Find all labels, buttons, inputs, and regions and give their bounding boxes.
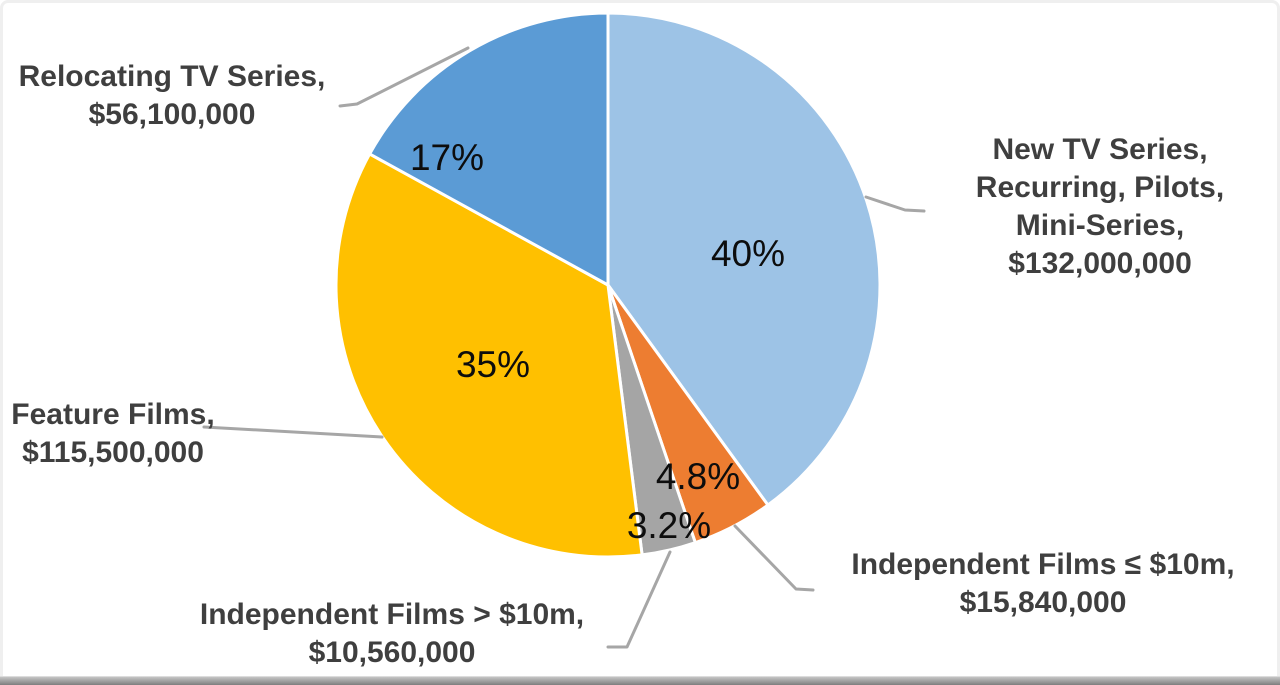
callout-independent-films-le-10m: Independent Films ≤ $10m, $15,840,000 — [851, 546, 1234, 622]
callout-line: Independent Films > $10m, — [199, 598, 585, 631]
leader-line-independent-films-le-10m — [733, 524, 815, 592]
callout-line: Mini-Series, — [1015, 209, 1185, 242]
percent-label-feature-films: 35% — [456, 344, 530, 385]
callout-line: Feature Films, — [11, 398, 215, 431]
leader-line-relocating-tv-series — [338, 46, 470, 108]
callout-line: Independent Films ≤ $10m, — [851, 548, 1235, 581]
callout-independent-films-gt-10m: Independent Films > $10m, $10,560,000 — [200, 596, 584, 672]
leader-line-feature-films — [202, 425, 384, 439]
callout-line: $56,100,000 — [88, 98, 256, 131]
callout-line: $115,500,000 — [22, 436, 204, 469]
callout-line: New TV Series, — [992, 133, 1208, 166]
callout-feature-films: Feature Films, $115,500,000 — [11, 396, 214, 472]
leader-line-independent-films-gt-10m — [606, 550, 672, 649]
pie-slice-new-tv-series-recurring-pilots-mini-series — [606, 11, 882, 507]
callout-line: Recurring, Pilots, — [975, 171, 1225, 204]
callout-line: $15,840,000 — [959, 586, 1127, 619]
pie-slice-relocating-tv-series — [368, 11, 610, 287]
callout-new-tv-series: New TV Series, Recurring, Pilots, Mini-S… — [976, 131, 1224, 283]
callout-line: $132,000,000 — [1008, 247, 1192, 280]
callout-relocating-tv-series: Relocating TV Series, $56,100,000 — [19, 58, 326, 134]
leader-line-new-tv-series — [864, 195, 926, 213]
percent-label-independent-films-le-10m: 4.8% — [656, 456, 740, 497]
percent-label-independent-films-gt-10m: 3.2% — [627, 505, 711, 546]
percent-label-relocating-tv-series: 17% — [410, 137, 484, 178]
percent-label-new-tv-series: 40% — [711, 233, 785, 274]
bottom-edge-bar — [0, 676, 1280, 685]
pie-slices — [334, 11, 882, 559]
callout-line: Relocating TV Series, — [18, 60, 326, 93]
callout-line: $10,560,000 — [308, 636, 476, 669]
